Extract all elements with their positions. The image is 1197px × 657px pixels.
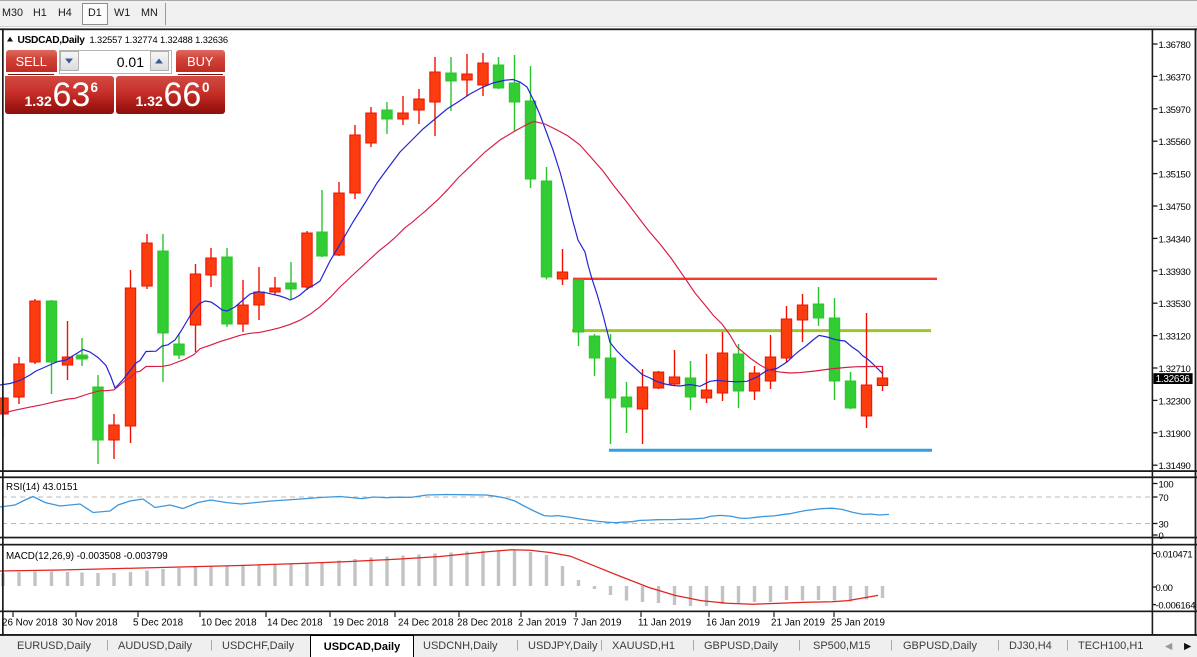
svg-text:70: 70: [1159, 493, 1169, 504]
svg-text:USDCAD,Daily: USDCAD,Daily: [18, 35, 86, 46]
svg-text:30: 30: [1159, 520, 1169, 531]
svg-text:19 Dec 2018: 19 Dec 2018: [333, 618, 389, 629]
svg-text:7 Jan 2019: 7 Jan 2019: [573, 618, 621, 629]
svg-text:1.35970: 1.35970: [1159, 105, 1191, 116]
svg-text:0: 0: [1159, 531, 1164, 542]
svg-text:1.31490: 1.31490: [1159, 461, 1191, 472]
svg-text:1.31900: 1.31900: [1159, 429, 1191, 440]
svg-text:21 Jan 2019: 21 Jan 2019: [771, 618, 825, 629]
svg-text:-0.006164: -0.006164: [1156, 600, 1196, 611]
svg-text:10 Dec 2018: 10 Dec 2018: [201, 618, 257, 629]
svg-text:1.32710: 1.32710: [1159, 364, 1191, 375]
svg-text:11 Jan 2019: 11 Jan 2019: [638, 618, 691, 629]
svg-text:1.32300: 1.32300: [1159, 396, 1191, 407]
svg-text:24 Dec 2018: 24 Dec 2018: [398, 618, 454, 629]
svg-text:1.32636: 1.32636: [1156, 374, 1191, 385]
svg-text:0.010471: 0.010471: [1156, 549, 1193, 560]
svg-text:1.35560: 1.35560: [1159, 137, 1191, 148]
svg-text:1.34750: 1.34750: [1159, 202, 1191, 213]
svg-text:14 Dec 2018: 14 Dec 2018: [267, 618, 323, 629]
svg-text:1.36780: 1.36780: [1159, 40, 1191, 51]
svg-text:25 Jan 2019: 25 Jan 2019: [831, 618, 885, 629]
svg-text:1.33930: 1.33930: [1159, 267, 1191, 278]
svg-text:RSI(14) 43.0151: RSI(14) 43.0151: [6, 482, 78, 493]
svg-text:16 Jan 2019: 16 Jan 2019: [706, 618, 760, 629]
svg-text:2 Jan 2019: 2 Jan 2019: [518, 618, 566, 629]
svg-text:1.35150: 1.35150: [1159, 170, 1191, 181]
svg-text:1.33120: 1.33120: [1159, 332, 1191, 343]
svg-text:26 Nov 2018: 26 Nov 2018: [2, 618, 58, 629]
svg-text:5 Dec 2018: 5 Dec 2018: [133, 618, 184, 629]
svg-text:1.32557 1.32774 1.32488 1.3263: 1.32557 1.32774 1.32488 1.32636: [90, 35, 228, 45]
svg-text:0.00: 0.00: [1156, 583, 1173, 594]
svg-text:1.33530: 1.33530: [1159, 299, 1191, 310]
svg-text:MACD(12,26,9) -0.003508 -0.003: MACD(12,26,9) -0.003508 -0.003799: [6, 551, 168, 562]
svg-text:28 Dec 2018: 28 Dec 2018: [457, 618, 513, 629]
svg-text:1.36370: 1.36370: [1159, 72, 1191, 83]
svg-text:30 Nov 2018: 30 Nov 2018: [62, 618, 118, 629]
svg-text:1.34340: 1.34340: [1159, 234, 1191, 245]
svg-text:100: 100: [1159, 480, 1174, 491]
